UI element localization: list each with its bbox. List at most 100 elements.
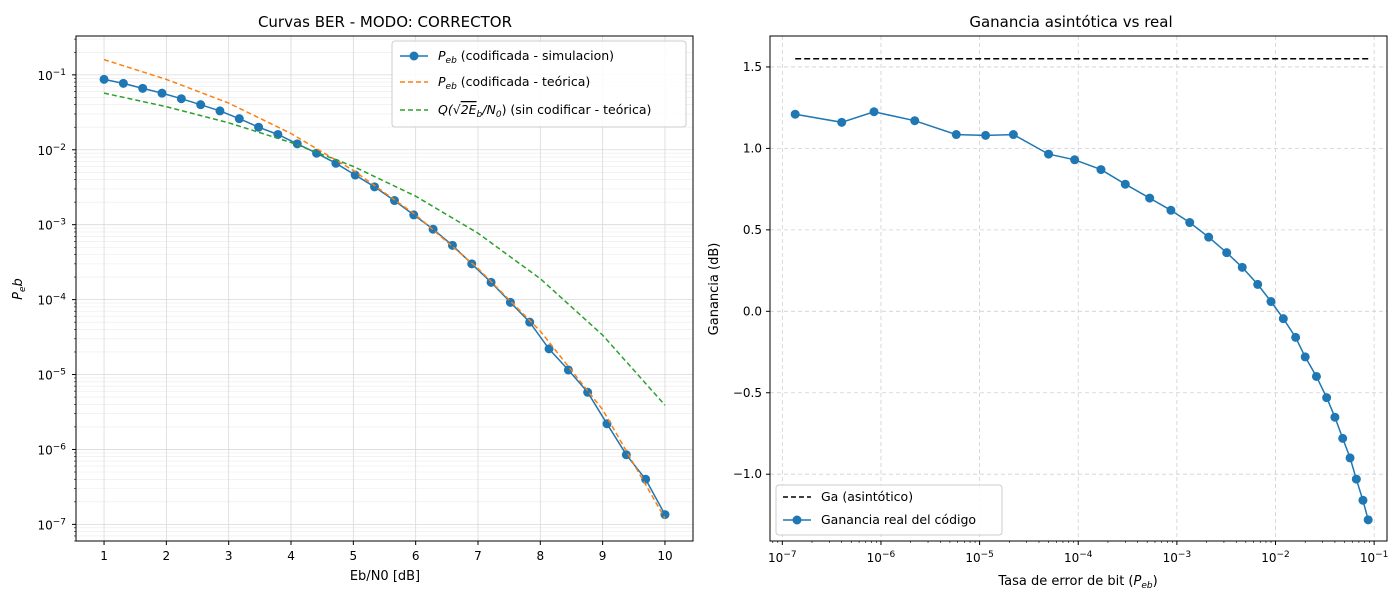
ber-series-line-1: [103, 58, 666, 519]
svg-text:Peb (codificada - simulacion): Peb (codificada - simulacion): [438, 48, 614, 66]
gain-legend: Ga (asintótico) Ganancia real del código: [775, 484, 1003, 536]
ber-x-axis-label: Eb/N0 [dB]: [350, 569, 420, 584]
ber-data-point: [273, 129, 283, 139]
gain-data-point: [1222, 248, 1232, 258]
gain-data-point: [790, 109, 800, 119]
gain-data-point: [1120, 179, 1130, 189]
ber-plot-frame: [75, 35, 694, 542]
ber-data-point: [563, 365, 573, 375]
gain-data-point: [1266, 297, 1276, 307]
ber-data-point: [641, 474, 651, 484]
ber-y-tick-label: 10−2: [37, 143, 66, 158]
gain-y-tick-label: 1.5: [743, 60, 762, 74]
ber-data-point: [234, 114, 244, 124]
gain-data-point: [1253, 279, 1263, 289]
gain-y-tick-label: 0.0: [743, 304, 762, 318]
gain-legend-box: [775, 484, 1003, 536]
gain-data-point: [1096, 165, 1106, 175]
gain-data-point: [869, 107, 879, 117]
ber-x-tick-label: 1: [100, 549, 108, 563]
gain-y-tick-label: 0.5: [743, 223, 762, 237]
gain-data-point: [910, 116, 920, 126]
gain-data-point: [1166, 205, 1176, 215]
gain-y-tick-label: −0.5: [733, 386, 762, 400]
gain-data-point: [1278, 314, 1288, 324]
gain-y-tick-label: 1.0: [743, 141, 762, 155]
ber-data-point: [196, 100, 206, 110]
ber-data-point: [602, 419, 612, 429]
ber-y-tick-label: 10−5: [37, 368, 66, 383]
ber-y-ticks: 10−7 10−6 10−5 10−4 10−3 10−2 10−1: [37, 38, 76, 542]
ber-series: [99, 58, 670, 520]
gain-data-point: [1338, 433, 1348, 443]
gain-y-axis-label: Ganancia (dB): [707, 243, 722, 336]
ber-legend-item-sin-codificar: Q(√2Eb/N0) (sin codificar - teórica): [400, 102, 651, 120]
gain-data-point: [1330, 412, 1340, 422]
ber-data-point: [660, 510, 670, 520]
ber-legend: Peb (codificada - simulacion) Peb (codif…: [391, 40, 687, 128]
gain-data-point: [1204, 232, 1214, 242]
gain-series: [790, 58, 1373, 525]
gain-x-tick-label: 10−2: [1261, 550, 1290, 565]
gain-data-point: [1345, 453, 1355, 463]
gain-data-point: [1145, 193, 1155, 203]
ber-data-point: [215, 106, 225, 116]
ber-data-point: [138, 83, 148, 93]
gain-data-point: [1008, 130, 1018, 140]
gain-x-tick-label: 10−6: [867, 550, 896, 565]
ber-y-axis-label: Peb: [11, 278, 28, 300]
ber-data-point: [544, 344, 554, 354]
gain-data-point: [951, 130, 961, 140]
ber-data-point: [176, 94, 186, 104]
ber-y-tick-label: 10−6: [37, 442, 66, 457]
gain-data-point: [1044, 149, 1054, 159]
gain-x-tick-label: 10−7: [768, 550, 797, 565]
ber-legend-box: [391, 40, 687, 128]
gain-data-point: [837, 117, 847, 127]
ber-x-tick-label: 8: [536, 549, 544, 563]
ber-x-ticks: 1 2 3 4 5 6 7 8 9 10: [100, 541, 673, 563]
gain-data-point: [1351, 474, 1361, 484]
ber-x-tick-label: 7: [474, 549, 482, 563]
gain-data-point: [1311, 371, 1321, 381]
gain-y-tick-label: −1.0: [733, 467, 762, 481]
ber-data-point: [99, 74, 109, 84]
gain-x-tick-label: 10−4: [1064, 550, 1093, 565]
ber-y-tick-label: 10−4: [37, 293, 66, 308]
ber-y-tick-label: 10−7: [37, 517, 66, 532]
ber-legend-item-teorica: Peb (codificada - teórica): [400, 74, 590, 92]
gain-data-point: [1070, 155, 1080, 165]
gain-data-point: [1237, 262, 1247, 272]
gain-x-tick-label: 10−3: [1163, 550, 1192, 565]
ber-x-tick-label: 10: [657, 549, 672, 563]
ber-data-point: [118, 78, 128, 88]
ber-y-tick-label: 10−1: [37, 68, 66, 83]
gain-data-point: [1322, 393, 1332, 403]
gain-grid: [770, 36, 1387, 541]
gain-x-tick-label: 10−5: [965, 550, 994, 565]
gain-data-point: [1185, 218, 1195, 228]
ber-series-line-2: [103, 92, 666, 406]
ber-chart-title: Curvas BER - MODO: CORRECTOR: [258, 13, 512, 31]
gain-chart-title: Ganancia asintótica vs real: [969, 13, 1172, 31]
chart-ber: Curvas BER - MODO: CORRECTOR 1 2 3 4 5 6 7 8 9 10…: [11, 13, 694, 584]
gain-data-point: [1300, 352, 1310, 362]
svg-text:Q(√2Eb/N0) (sin codificar - te: Q(√2Eb/N0) (sin codificar - teórica): [438, 102, 651, 120]
ber-data-point: [505, 297, 515, 307]
ber-x-tick-label: 2: [163, 549, 171, 563]
gain-data-point: [1358, 495, 1368, 505]
ber-data-point: [525, 317, 535, 327]
svg-text:Ga (asintótico): Ga (asintótico): [821, 489, 913, 504]
gain-legend-item-real: Ganancia real del código: [783, 512, 976, 527]
ber-data-point: [621, 450, 631, 460]
ber-legend-item-simulacion: Peb (codificada - simulacion): [400, 48, 614, 66]
gain-y-ticks: −1.0 −0.5 0.0 0.5 1.0 1.5: [733, 60, 770, 481]
svg-text:Peb (codificada - teórica): Peb (codificada - teórica): [438, 74, 590, 92]
ber-x-tick-label: 9: [599, 549, 607, 563]
ber-y-tick-label: 10−3: [37, 218, 66, 233]
gain-legend-item-asintotico: Ga (asintótico): [783, 489, 913, 504]
gain-x-ticks: 10−7 10−6 10−5 10−4 10−3 10−2 10−1: [768, 541, 1388, 565]
ber-x-tick-label: 6: [412, 549, 420, 563]
ber-x-tick-label: 3: [225, 549, 233, 563]
